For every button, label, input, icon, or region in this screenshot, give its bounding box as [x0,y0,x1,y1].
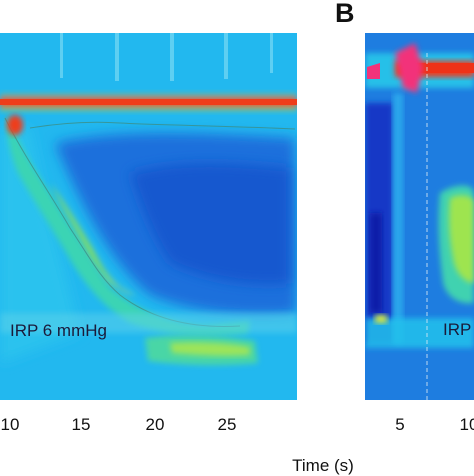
panel-b-topography [365,33,474,400]
tick-label: 10 [459,415,474,434]
tick-label: 5 [395,415,405,434]
x-axis-title: Time (s) [292,456,354,475]
tick-label: 25 [217,415,237,434]
tick-label: 10 [0,415,20,434]
irp-annotation-b: IRP [443,320,472,339]
tick-label: 15 [71,415,91,434]
panel-a-topography [0,33,297,400]
panel-b-heatmap [365,33,474,400]
tick-label: 20 [145,415,165,434]
panel-label-b: B [335,0,355,28]
panel-a-heatmap [0,33,297,400]
irp-annotation-a: IRP 6 mmHg [10,321,107,340]
